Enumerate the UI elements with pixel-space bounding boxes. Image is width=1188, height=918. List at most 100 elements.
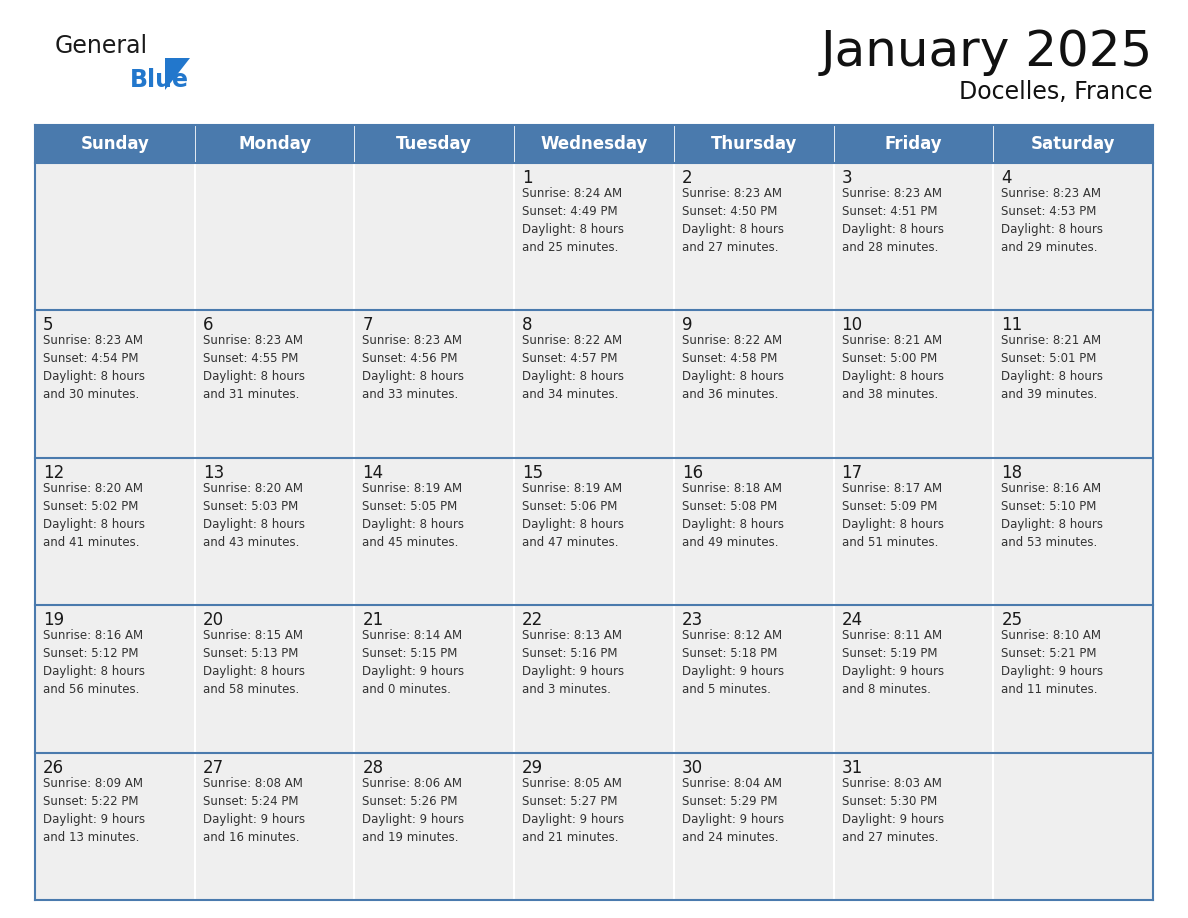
Bar <box>354 458 514 605</box>
Text: Sunrise: 8:21 AM
Sunset: 5:00 PM
Daylight: 8 hours
and 38 minutes.: Sunrise: 8:21 AM Sunset: 5:00 PM Dayligh… <box>841 334 943 401</box>
Bar <box>514 605 674 753</box>
Text: Wednesday: Wednesday <box>541 135 647 153</box>
Text: Sunrise: 8:23 AM
Sunset: 4:53 PM
Daylight: 8 hours
and 29 minutes.: Sunrise: 8:23 AM Sunset: 4:53 PM Dayligh… <box>1001 187 1104 254</box>
Bar <box>674 458 834 605</box>
Text: Sunrise: 8:18 AM
Sunset: 5:08 PM
Daylight: 8 hours
and 49 minutes.: Sunrise: 8:18 AM Sunset: 5:08 PM Dayligh… <box>682 482 784 549</box>
Bar <box>993 163 1154 310</box>
Bar <box>674 310 834 458</box>
Text: Thursday: Thursday <box>710 135 797 153</box>
Text: Sunrise: 8:23 AM
Sunset: 4:56 PM
Daylight: 8 hours
and 33 minutes.: Sunrise: 8:23 AM Sunset: 4:56 PM Dayligh… <box>362 334 465 401</box>
Bar <box>514 310 674 458</box>
Text: Sunrise: 8:23 AM
Sunset: 4:55 PM
Daylight: 8 hours
and 31 minutes.: Sunrise: 8:23 AM Sunset: 4:55 PM Dayligh… <box>203 334 304 401</box>
Text: Tuesday: Tuesday <box>397 135 472 153</box>
Text: Sunrise: 8:13 AM
Sunset: 5:16 PM
Daylight: 9 hours
and 3 minutes.: Sunrise: 8:13 AM Sunset: 5:16 PM Dayligh… <box>523 629 624 696</box>
Bar <box>993 458 1154 605</box>
Bar <box>354 605 514 753</box>
Text: 2: 2 <box>682 169 693 187</box>
Text: Sunrise: 8:20 AM
Sunset: 5:02 PM
Daylight: 8 hours
and 41 minutes.: Sunrise: 8:20 AM Sunset: 5:02 PM Dayligh… <box>43 482 145 549</box>
Text: Sunrise: 8:04 AM
Sunset: 5:29 PM
Daylight: 9 hours
and 24 minutes.: Sunrise: 8:04 AM Sunset: 5:29 PM Dayligh… <box>682 777 784 844</box>
Bar <box>674 753 834 900</box>
Text: 5: 5 <box>43 317 53 334</box>
Text: 1: 1 <box>523 169 532 187</box>
Text: 26: 26 <box>43 758 64 777</box>
Bar <box>834 310 993 458</box>
Text: Sunrise: 8:10 AM
Sunset: 5:21 PM
Daylight: 9 hours
and 11 minutes.: Sunrise: 8:10 AM Sunset: 5:21 PM Dayligh… <box>1001 629 1104 696</box>
Text: Sunrise: 8:20 AM
Sunset: 5:03 PM
Daylight: 8 hours
and 43 minutes.: Sunrise: 8:20 AM Sunset: 5:03 PM Dayligh… <box>203 482 304 549</box>
Text: 19: 19 <box>43 611 64 629</box>
Text: Sunrise: 8:03 AM
Sunset: 5:30 PM
Daylight: 9 hours
and 27 minutes.: Sunrise: 8:03 AM Sunset: 5:30 PM Dayligh… <box>841 777 943 844</box>
Bar <box>834 753 993 900</box>
Bar <box>195 163 354 310</box>
Bar <box>354 753 514 900</box>
Text: 16: 16 <box>682 464 703 482</box>
Bar <box>34 163 195 310</box>
Text: 12: 12 <box>43 464 64 482</box>
Text: 25: 25 <box>1001 611 1023 629</box>
Text: Sunrise: 8:21 AM
Sunset: 5:01 PM
Daylight: 8 hours
and 39 minutes.: Sunrise: 8:21 AM Sunset: 5:01 PM Dayligh… <box>1001 334 1104 401</box>
Bar <box>993 605 1154 753</box>
Text: Sunrise: 8:08 AM
Sunset: 5:24 PM
Daylight: 9 hours
and 16 minutes.: Sunrise: 8:08 AM Sunset: 5:24 PM Dayligh… <box>203 777 305 844</box>
Bar <box>34 605 195 753</box>
Bar <box>514 458 674 605</box>
Polygon shape <box>165 58 190 90</box>
Text: 22: 22 <box>523 611 543 629</box>
Text: Saturday: Saturday <box>1031 135 1116 153</box>
Bar <box>34 458 195 605</box>
Text: Blue: Blue <box>129 68 189 92</box>
Text: Sunrise: 8:23 AM
Sunset: 4:51 PM
Daylight: 8 hours
and 28 minutes.: Sunrise: 8:23 AM Sunset: 4:51 PM Dayligh… <box>841 187 943 254</box>
Text: Sunrise: 8:17 AM
Sunset: 5:09 PM
Daylight: 8 hours
and 51 minutes.: Sunrise: 8:17 AM Sunset: 5:09 PM Dayligh… <box>841 482 943 549</box>
Text: 9: 9 <box>682 317 693 334</box>
Bar <box>674 125 834 163</box>
Text: Docelles, France: Docelles, France <box>960 80 1154 104</box>
Bar <box>34 753 195 900</box>
Bar <box>195 310 354 458</box>
Bar <box>834 125 993 163</box>
Text: Sunrise: 8:15 AM
Sunset: 5:13 PM
Daylight: 8 hours
and 58 minutes.: Sunrise: 8:15 AM Sunset: 5:13 PM Dayligh… <box>203 629 304 696</box>
Bar <box>195 605 354 753</box>
Text: 8: 8 <box>523 317 532 334</box>
Text: Sunrise: 8:09 AM
Sunset: 5:22 PM
Daylight: 9 hours
and 13 minutes.: Sunrise: 8:09 AM Sunset: 5:22 PM Dayligh… <box>43 777 145 844</box>
Text: Sunrise: 8:23 AM
Sunset: 4:54 PM
Daylight: 8 hours
and 30 minutes.: Sunrise: 8:23 AM Sunset: 4:54 PM Dayligh… <box>43 334 145 401</box>
Text: 30: 30 <box>682 758 703 777</box>
Bar <box>34 125 195 163</box>
Text: Sunrise: 8:14 AM
Sunset: 5:15 PM
Daylight: 9 hours
and 0 minutes.: Sunrise: 8:14 AM Sunset: 5:15 PM Dayligh… <box>362 629 465 696</box>
Text: Friday: Friday <box>885 135 942 153</box>
Bar <box>514 163 674 310</box>
Bar <box>514 753 674 900</box>
Text: 17: 17 <box>841 464 862 482</box>
Text: Sunrise: 8:12 AM
Sunset: 5:18 PM
Daylight: 9 hours
and 5 minutes.: Sunrise: 8:12 AM Sunset: 5:18 PM Dayligh… <box>682 629 784 696</box>
Text: 27: 27 <box>203 758 223 777</box>
Text: 11: 11 <box>1001 317 1023 334</box>
Text: 23: 23 <box>682 611 703 629</box>
Text: 7: 7 <box>362 317 373 334</box>
Text: Sunrise: 8:11 AM
Sunset: 5:19 PM
Daylight: 9 hours
and 8 minutes.: Sunrise: 8:11 AM Sunset: 5:19 PM Dayligh… <box>841 629 943 696</box>
Text: Sunrise: 8:23 AM
Sunset: 4:50 PM
Daylight: 8 hours
and 27 minutes.: Sunrise: 8:23 AM Sunset: 4:50 PM Dayligh… <box>682 187 784 254</box>
Text: 4: 4 <box>1001 169 1012 187</box>
Text: 10: 10 <box>841 317 862 334</box>
Bar <box>834 163 993 310</box>
Bar <box>34 310 195 458</box>
Text: Sunrise: 8:06 AM
Sunset: 5:26 PM
Daylight: 9 hours
and 19 minutes.: Sunrise: 8:06 AM Sunset: 5:26 PM Dayligh… <box>362 777 465 844</box>
Bar <box>354 310 514 458</box>
Text: 13: 13 <box>203 464 225 482</box>
Text: 3: 3 <box>841 169 852 187</box>
Bar <box>993 753 1154 900</box>
Text: Sunday: Sunday <box>81 135 150 153</box>
Bar <box>993 125 1154 163</box>
Bar <box>195 458 354 605</box>
Text: January 2025: January 2025 <box>821 28 1154 76</box>
Text: Monday: Monday <box>238 135 311 153</box>
Bar <box>674 605 834 753</box>
Bar <box>195 753 354 900</box>
Text: Sunrise: 8:22 AM
Sunset: 4:58 PM
Daylight: 8 hours
and 36 minutes.: Sunrise: 8:22 AM Sunset: 4:58 PM Dayligh… <box>682 334 784 401</box>
Text: Sunrise: 8:22 AM
Sunset: 4:57 PM
Daylight: 8 hours
and 34 minutes.: Sunrise: 8:22 AM Sunset: 4:57 PM Dayligh… <box>523 334 624 401</box>
Bar <box>354 163 514 310</box>
Text: Sunrise: 8:24 AM
Sunset: 4:49 PM
Daylight: 8 hours
and 25 minutes.: Sunrise: 8:24 AM Sunset: 4:49 PM Dayligh… <box>523 187 624 254</box>
Text: 18: 18 <box>1001 464 1023 482</box>
Text: 28: 28 <box>362 758 384 777</box>
Bar <box>834 458 993 605</box>
Text: 31: 31 <box>841 758 862 777</box>
Text: 14: 14 <box>362 464 384 482</box>
Text: Sunrise: 8:16 AM
Sunset: 5:10 PM
Daylight: 8 hours
and 53 minutes.: Sunrise: 8:16 AM Sunset: 5:10 PM Dayligh… <box>1001 482 1104 549</box>
Text: 21: 21 <box>362 611 384 629</box>
